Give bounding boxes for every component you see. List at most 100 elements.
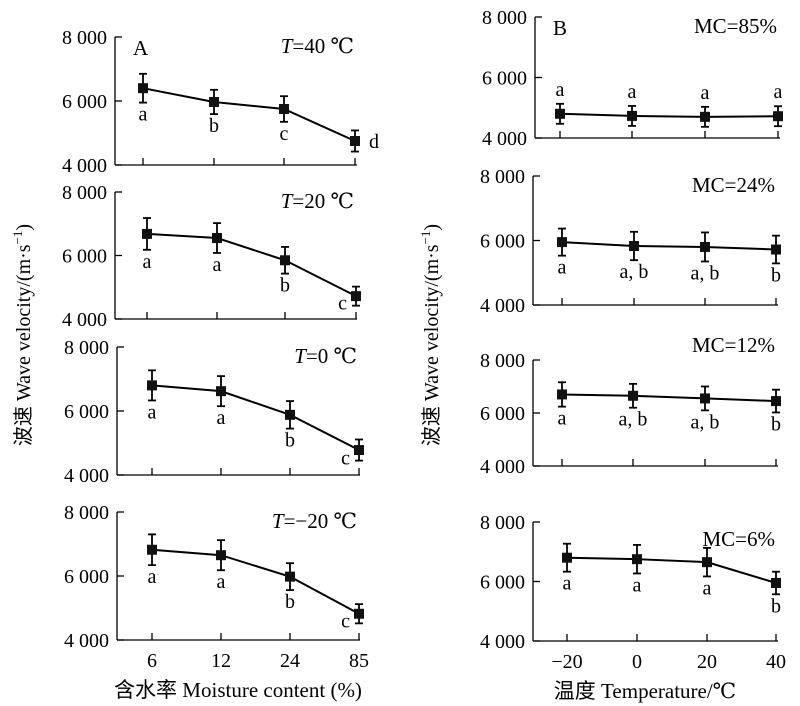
x-axis-label: 温度 Temperature/℃ xyxy=(554,679,736,703)
data-point xyxy=(700,111,710,122)
x-tick-label: 20 xyxy=(697,651,717,673)
data-point xyxy=(771,396,781,407)
y-tick-label: 4 000 xyxy=(480,295,525,317)
y-tick-label: 4 000 xyxy=(62,309,107,331)
data-point xyxy=(285,571,295,582)
significance-letter: c xyxy=(338,293,347,315)
y-tick-label: 6 000 xyxy=(482,68,527,90)
significance-letter: b xyxy=(209,115,219,137)
y-tick-label: 4 000 xyxy=(64,465,109,487)
data-point xyxy=(354,445,364,456)
data-point xyxy=(216,550,226,561)
series-line xyxy=(146,232,357,298)
significance-letter: b xyxy=(285,430,295,452)
significance-letter: a xyxy=(217,571,226,593)
significance-letter: d xyxy=(369,131,379,153)
data-point xyxy=(700,241,710,252)
y-tick-label: 8 000 xyxy=(62,182,107,204)
significance-letter: a, b xyxy=(620,261,649,283)
panel-8: 4 000 6 000 8 000 −20 0 20 40 温度 Temperature/℃ M… xyxy=(480,512,786,703)
y-axis-label-right: 波速 Wave velocity/(m·s−1) xyxy=(418,224,443,446)
significance-letter: b xyxy=(285,591,295,613)
series-line xyxy=(561,393,777,403)
data-point xyxy=(138,83,148,94)
data-point xyxy=(632,554,642,565)
significance-letter: a, b xyxy=(691,411,720,433)
data-point xyxy=(280,255,290,266)
series-line xyxy=(561,241,777,251)
significance-letter: a xyxy=(213,254,222,276)
panel-title: MC=12% xyxy=(692,333,775,357)
x-tick-label: 6 xyxy=(147,650,157,672)
significance-letter: a xyxy=(558,257,567,279)
x-axis-label: 含水率 Moisture content (%) xyxy=(114,678,362,702)
x-tick-label: 85 xyxy=(349,650,369,672)
significance-letter: a xyxy=(148,566,157,588)
y-tick-label: 6 000 xyxy=(64,401,109,423)
y-tick-label: 6 000 xyxy=(480,231,525,253)
panel-title: MC=85% xyxy=(694,14,777,38)
panel-title: MC=6% xyxy=(702,527,775,551)
significance-letter: c xyxy=(341,610,350,632)
significance-letter: b xyxy=(280,275,290,297)
data-point xyxy=(562,552,572,563)
panel-3: 4 000 6 000 8 000 T=0 ℃ a a b c xyxy=(64,337,364,487)
y-tick-label: 8 000 xyxy=(64,502,109,524)
panel-title: MC=24% xyxy=(692,173,775,197)
significance-letter: a xyxy=(217,407,226,429)
significance-letter: c xyxy=(280,123,289,145)
panel-4: 4 000 6 000 8 000 6 12 24 85 含水率 Moisture conte… xyxy=(64,502,369,702)
data-point xyxy=(350,136,360,146)
data-point xyxy=(285,409,295,420)
series-line xyxy=(566,556,777,584)
y-tick-label: 8 000 xyxy=(62,27,107,49)
panel-5: 4 000 6 000 8 000 B MC=85% a a a a xyxy=(482,7,783,150)
data-point xyxy=(351,291,361,302)
significance-letter: b xyxy=(771,595,781,617)
data-point xyxy=(142,228,152,239)
panel-1: 4 000 6 000 8 000 A T=40 ℃ a b c d xyxy=(62,27,379,177)
significance-letter: b xyxy=(771,264,781,286)
data-point xyxy=(147,380,157,391)
y-axis-label-left: 波速 Wave velocity/(m·s−1) xyxy=(10,224,35,446)
panel-letter: A xyxy=(133,36,149,60)
series-line xyxy=(151,384,360,451)
data-point xyxy=(147,544,157,555)
panel-2: 4 000 6 000 8 000 T=20 ℃ a a b c xyxy=(62,182,361,331)
data-point xyxy=(702,557,712,568)
data-point xyxy=(212,233,222,244)
data-point xyxy=(209,96,219,107)
y-tick-label: 8 000 xyxy=(480,350,525,372)
significance-letter: a xyxy=(774,81,783,103)
data-point xyxy=(216,386,226,397)
significance-letter: a xyxy=(563,573,572,595)
data-point xyxy=(771,244,781,255)
significance-letter: a xyxy=(148,401,157,423)
significance-letter: a xyxy=(701,82,710,104)
y-tick-label: 8 000 xyxy=(482,7,527,29)
significance-letter: a xyxy=(558,408,567,430)
panel-7: 4 000 6 000 8 000 MC=12% a a, b a, b b xyxy=(480,333,781,478)
data-point xyxy=(555,108,565,119)
data-point xyxy=(629,240,639,251)
panel-6: 4 000 6 000 8 000 MC=24% a a, b a, b b xyxy=(480,166,781,317)
data-point xyxy=(557,237,567,248)
significance-letter: a, b xyxy=(619,409,648,431)
y-tick-label: 6 000 xyxy=(62,91,107,113)
significance-letter: a xyxy=(703,577,712,599)
x-tick-label: 0 xyxy=(632,651,642,673)
y-tick-label: 6 000 xyxy=(64,566,109,588)
x-tick-label: 12 xyxy=(211,650,231,672)
data-point xyxy=(557,389,567,400)
y-tick-label: 4 000 xyxy=(480,456,525,478)
y-tick-label: 4 000 xyxy=(480,631,525,653)
y-tick-label: 8 000 xyxy=(480,166,525,188)
series-line xyxy=(559,112,779,118)
series-line xyxy=(142,87,356,142)
y-tick-label: 4 000 xyxy=(62,155,107,177)
panel-title: T=−20 ℃ xyxy=(272,509,357,533)
data-point xyxy=(771,577,781,588)
y-tick-label: 6 000 xyxy=(62,246,107,268)
data-point xyxy=(279,104,289,114)
